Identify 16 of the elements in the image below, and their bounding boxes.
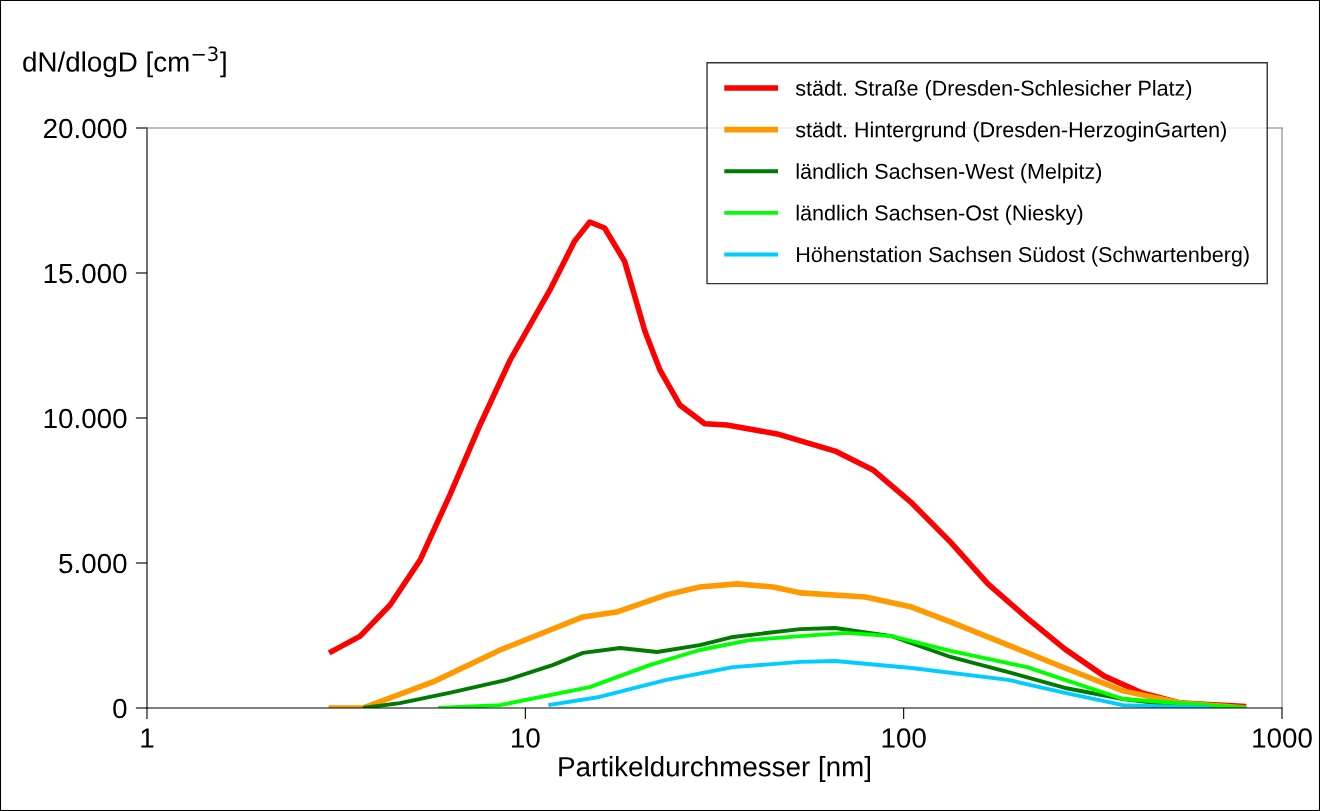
y-tick-label: 10.000: [44, 408, 127, 429]
legend-label: städt. Hintergrund (Dresden-HerzoginGarten): [795, 121, 1226, 142]
x-tick-label: 1: [141, 728, 154, 748]
x-tick-label: 100: [882, 728, 926, 748]
x-tick-label: 10: [512, 728, 540, 748]
y-tick-label: 20.000: [44, 118, 127, 139]
y-tick-label: 0: [113, 698, 127, 719]
x-axis-title: Partikeldurchmesser [nm]: [559, 756, 870, 783]
legend-label: städt. Straße (Dresden-Schlesicher Platz): [795, 79, 1192, 101]
y-tick-label: 15.000: [44, 263, 127, 284]
x-tick-label: 1000: [1253, 728, 1312, 748]
legend-label: ländlich Sachsen-West (Melpitz): [796, 163, 1102, 184]
legend-label: Höhenstation Sachsen Südost (Schwartenberg): [797, 246, 1249, 267]
y-axis-title: dN/dlogD [cm$^{−3}$]: [23, 46, 226, 78]
y-tick-label: 5.000: [59, 553, 127, 574]
legend-label: ländlich Sachsen-Ost (Niesky): [796, 204, 1083, 225]
